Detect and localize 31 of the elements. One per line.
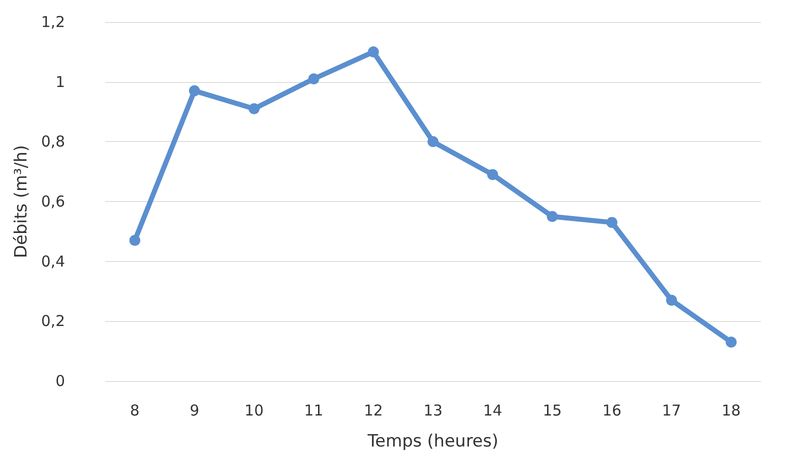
point — [726, 336, 737, 348]
x-tick-label: 13 — [423, 402, 443, 420]
y-tick-label: 1,2 — [41, 13, 65, 31]
x-tick-label: 18 — [722, 402, 741, 420]
x-tick-label: 8 — [130, 402, 140, 420]
x-tick-label: 17 — [662, 402, 682, 420]
y-axis-title: Débits (m³/h) — [12, 144, 32, 258]
point — [428, 136, 438, 148]
x-tick-label: 12 — [364, 402, 383, 420]
x-tick-label: 11 — [304, 402, 324, 420]
point — [188, 85, 200, 96]
x-tick-label: 10 — [244, 402, 264, 420]
y-tick-label: 0,2 — [41, 312, 65, 330]
point — [666, 294, 678, 306]
point — [606, 216, 618, 228]
point — [129, 234, 140, 246]
y-tick-label: 1 — [55, 72, 65, 91]
y-tick-label: 0,6 — [41, 192, 65, 210]
x-tick-label: 9 — [190, 402, 200, 420]
point — [487, 169, 498, 180]
point — [368, 46, 379, 58]
point — [308, 73, 320, 84]
point — [248, 103, 260, 114]
x-tick-label: 14 — [483, 402, 502, 420]
y-tick-label: 0 — [55, 372, 65, 390]
x-axis-title: Temps (heures) — [366, 432, 498, 452]
y-tick-label: 0,8 — [41, 132, 65, 151]
x-tick-label: 15 — [542, 402, 562, 420]
x-tick-label: 16 — [602, 402, 622, 420]
y-tick-label: 0,4 — [41, 252, 65, 270]
point — [546, 210, 558, 222]
